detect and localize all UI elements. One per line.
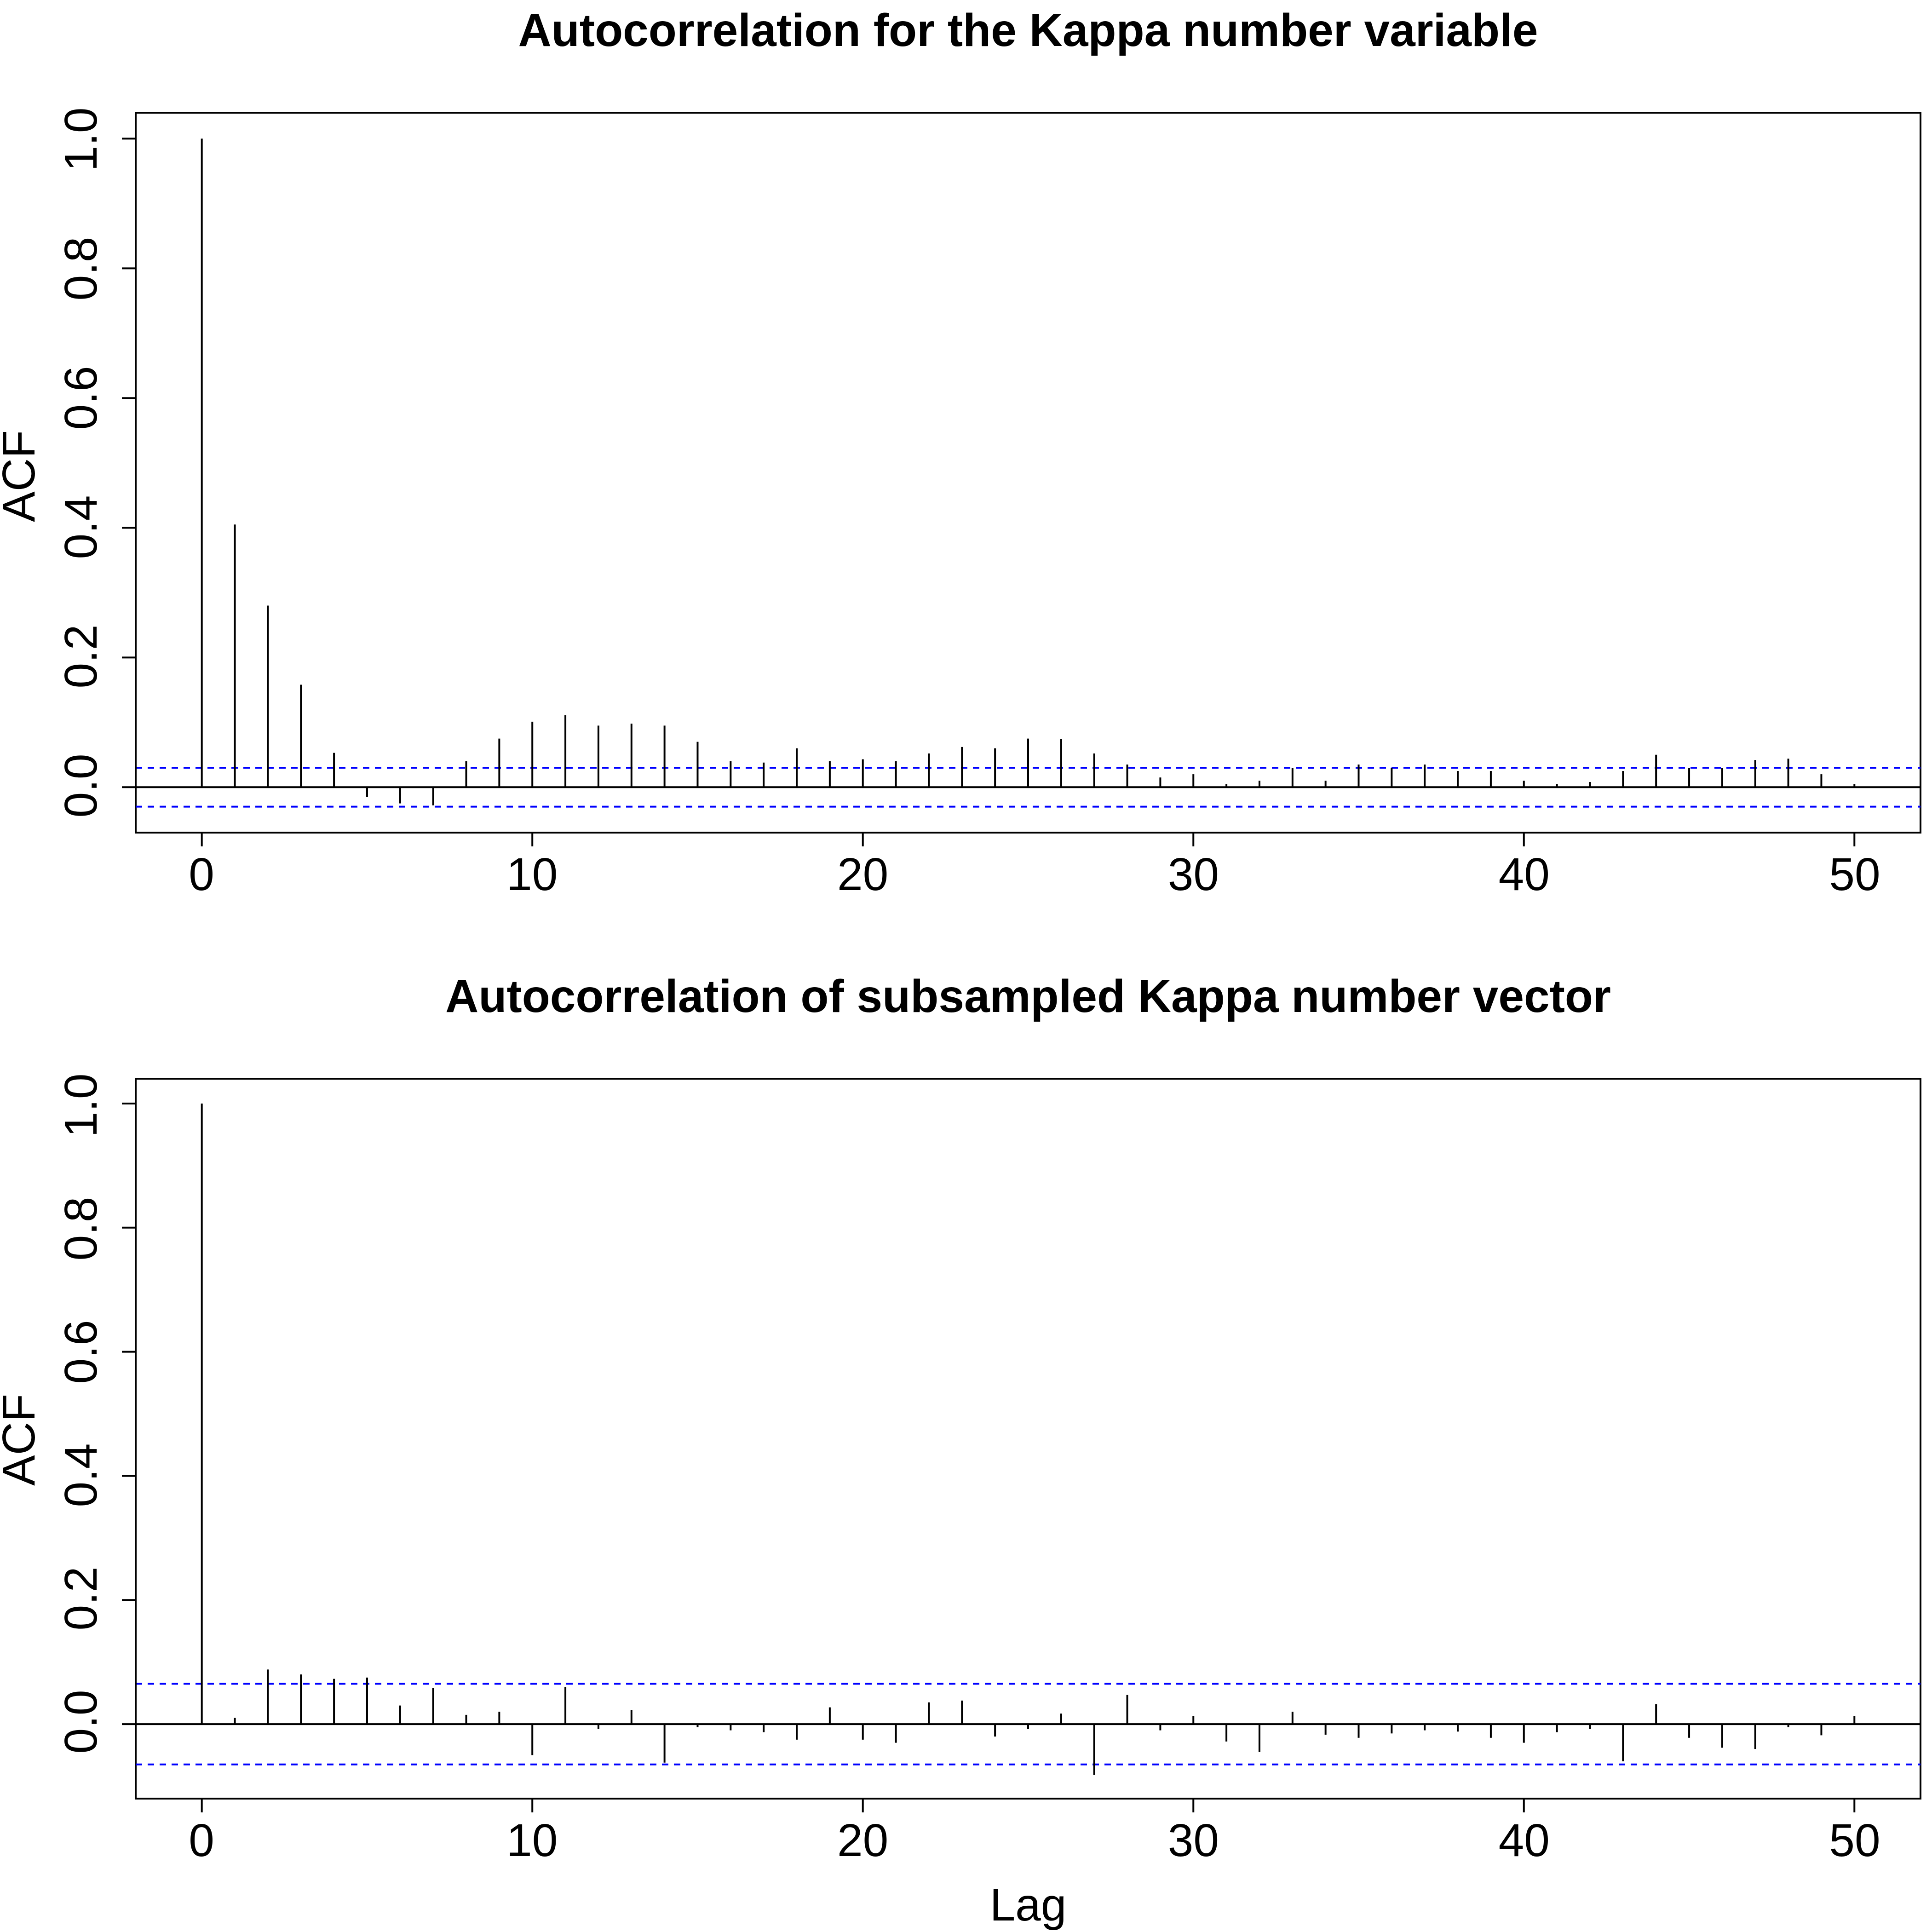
x-tick-label: 20 <box>837 849 888 900</box>
y-axis-label: ACF <box>0 430 45 522</box>
x-tick-label: 20 <box>837 1815 888 1866</box>
y-tick-label: 0.2 <box>55 1566 107 1630</box>
x-tick-label: 0 <box>189 1815 214 1866</box>
y-tick-label: 0.0 <box>55 753 107 817</box>
x-tick-label: 50 <box>1829 1815 1880 1866</box>
y-axis: 0.0 0.2 0.4 0.6 0.8 1.0 ACF <box>0 107 137 818</box>
x-axis: 0 10 20 30 40 50 Lag <box>189 1798 1880 1931</box>
x-axis: 0 10 20 30 40 50 <box>189 832 1880 900</box>
y-tick-label: 0.6 <box>55 1320 107 1384</box>
x-tick-label: 30 <box>1168 849 1219 900</box>
y-axis: 0.0 0.2 0.4 0.6 0.8 1.0 ACF <box>0 1073 137 1754</box>
y-tick-label: 0.8 <box>55 1196 107 1260</box>
x-tick-label: 10 <box>506 1815 558 1866</box>
y-tick-label: 0.2 <box>55 624 107 688</box>
x-tick-label: 10 <box>506 849 558 900</box>
acf-panel-bottom: Autocorrelation of subsampled Kappa numb… <box>0 971 1921 1931</box>
acf-bars <box>201 1103 1856 1775</box>
plot-frame <box>135 112 1921 834</box>
panel-title: Autocorrelation for the Kappa number var… <box>518 5 1538 56</box>
acf-panel-top: Autocorrelation for the Kappa number var… <box>0 5 1921 900</box>
panel-title: Autocorrelation of subsampled Kappa numb… <box>445 971 1611 1022</box>
y-tick-label: 1.0 <box>55 107 107 171</box>
y-axis-label: ACF <box>0 1394 45 1486</box>
x-tick-label: 30 <box>1168 1815 1219 1866</box>
x-tick-label: 40 <box>1499 849 1550 900</box>
y-tick-label: 0.0 <box>55 1690 107 1754</box>
confidence-bounds <box>136 767 1920 808</box>
y-tick-label: 0.6 <box>55 366 107 430</box>
y-tick-label: 0.4 <box>55 495 107 559</box>
y-tick-label: 1.0 <box>55 1073 107 1137</box>
acf-bars <box>201 138 1856 805</box>
y-tick-label: 0.8 <box>55 236 107 300</box>
x-tick-label: 0 <box>189 849 214 900</box>
plot-frame <box>135 1078 1921 1800</box>
x-axis-label: Lag <box>990 1879 1067 1931</box>
y-tick-label: 0.4 <box>55 1443 107 1507</box>
x-tick-label: 40 <box>1499 1815 1550 1866</box>
x-tick-label: 50 <box>1829 849 1880 900</box>
confidence-bounds <box>136 1683 1920 1765</box>
